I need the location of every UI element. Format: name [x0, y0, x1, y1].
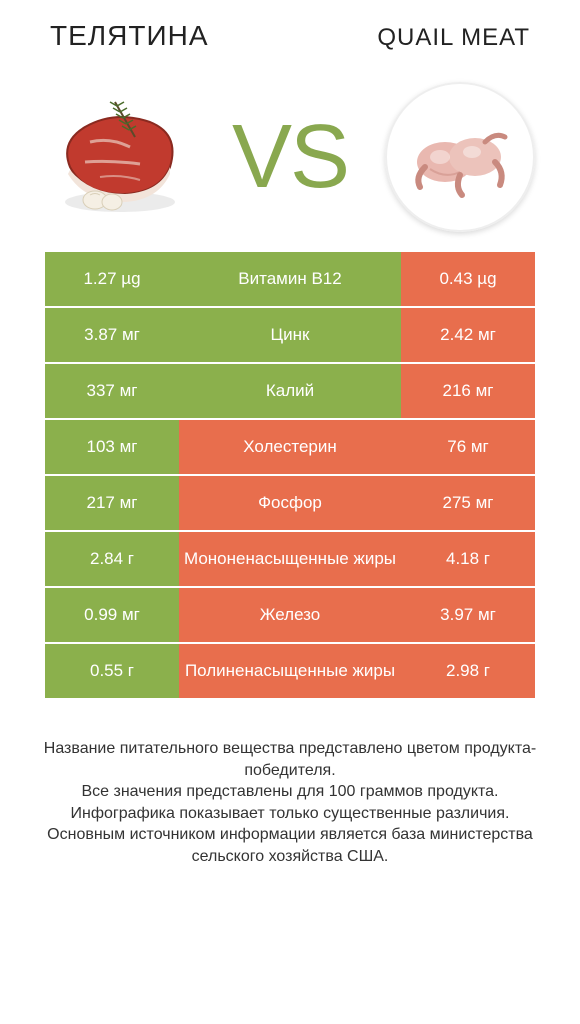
left-value: 2.84 г — [45, 532, 179, 586]
footer-line: Основным источником информации является … — [30, 824, 550, 867]
right-value: 3.97 мг — [401, 588, 535, 642]
left-value: 217 мг — [45, 476, 179, 530]
header: ТЕЛЯТИНА QUAIL MEAT — [0, 0, 580, 62]
vs-label: VS — [232, 106, 348, 209]
right-value: 275 мг — [401, 476, 535, 530]
hero-row: VS — [0, 62, 580, 252]
nutrient-label: Холестерин — [179, 420, 401, 474]
left-product-title: ТЕЛЯТИНА — [50, 20, 209, 52]
table-row: 337 мгКалий216 мг — [45, 364, 535, 418]
footer-notes: Название питательного вещества представл… — [30, 738, 550, 868]
nutrient-label: Витамин B12 — [179, 252, 401, 306]
left-value: 1.27 µg — [45, 252, 179, 306]
footer-line: Название питательного вещества представл… — [30, 738, 550, 781]
nutrient-label: Железо — [179, 588, 401, 642]
right-value: 216 мг — [401, 364, 535, 418]
table-row: 0.55 гПолиненасыщенные жиры2.98 г — [45, 644, 535, 698]
beef-image — [40, 92, 200, 222]
left-value: 3.87 мг — [45, 308, 179, 362]
left-value: 0.55 г — [45, 644, 179, 698]
left-value: 0.99 мг — [45, 588, 179, 642]
right-value: 0.43 µg — [401, 252, 535, 306]
right-value: 76 мг — [401, 420, 535, 474]
right-value: 2.42 мг — [401, 308, 535, 362]
table-row: 103 мгХолестерин76 мг — [45, 420, 535, 474]
nutrient-label: Полиненасыщенные жиры — [179, 644, 401, 698]
table-row: 0.99 мгЖелезо3.97 мг — [45, 588, 535, 642]
nutrient-label: Мононенасыщенные жиры — [179, 532, 401, 586]
table-row: 3.87 мгЦинк2.42 мг — [45, 308, 535, 362]
left-value: 103 мг — [45, 420, 179, 474]
nutrient-label: Фосфор — [179, 476, 401, 530]
nutrient-label: Цинк — [179, 308, 401, 362]
nutrient-label: Калий — [179, 364, 401, 418]
quail-image — [380, 92, 540, 222]
table-row: 2.84 гМононенасыщенные жиры4.18 г — [45, 532, 535, 586]
footer-line: Все значения представлены для 100 граммо… — [30, 781, 550, 803]
right-product-title: QUAIL MEAT — [377, 24, 530, 52]
footer-line: Инфографика показывает только существенн… — [30, 803, 550, 825]
right-value: 4.18 г — [401, 532, 535, 586]
comparison-table: 1.27 µgВитамин B120.43 µg3.87 мгЦинк2.42… — [45, 252, 535, 698]
right-value: 2.98 г — [401, 644, 535, 698]
left-value: 337 мг — [45, 364, 179, 418]
table-row: 1.27 µgВитамин B120.43 µg — [45, 252, 535, 306]
table-row: 217 мгФосфор275 мг — [45, 476, 535, 530]
